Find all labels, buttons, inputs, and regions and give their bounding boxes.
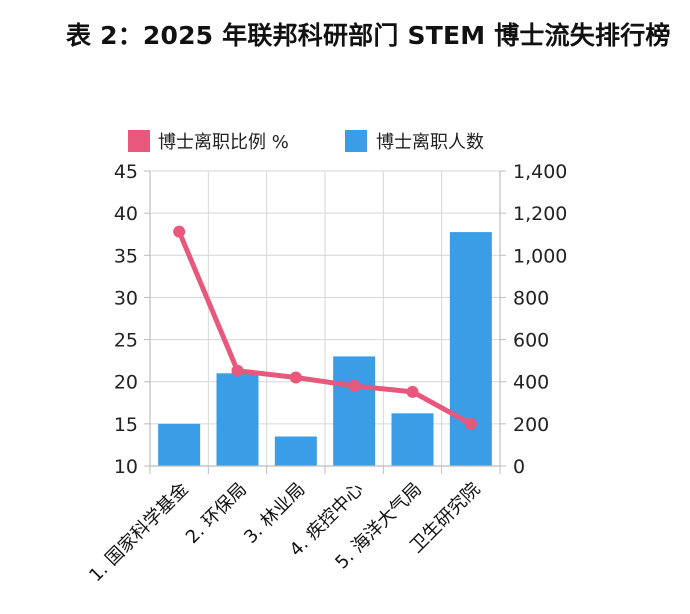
y-left-tick-label: 30	[114, 287, 138, 309]
y-right-tick-label: 400	[513, 372, 549, 394]
bar-5	[391, 413, 434, 466]
y-right-tick-label: 1,000	[513, 245, 567, 267]
bar-2	[216, 373, 259, 466]
legend-swatch-line	[128, 130, 150, 152]
bar-3	[274, 436, 317, 466]
y-left-tick-label: 20	[114, 372, 138, 394]
line-point-1	[173, 225, 186, 238]
legend-swatch-bar	[345, 130, 367, 152]
line-point-5	[406, 385, 419, 398]
y-right-tick-label: 1,400	[513, 161, 567, 183]
chart-title: 表 2：2025 年联邦科研部门 STEM 博士流失排行榜	[66, 21, 671, 50]
line-series	[176, 229, 474, 427]
bar-4	[333, 356, 376, 466]
y-left-tick-label: 35	[114, 245, 138, 267]
y-left-tick-label: 40	[114, 203, 138, 225]
y-right-tick-label: 600	[513, 330, 549, 352]
x-category-label: 1. 国家科学基金	[85, 479, 192, 586]
line-point-2	[231, 364, 244, 377]
bar-6	[449, 232, 492, 466]
legend-label-bar: 博士离职人数	[376, 132, 484, 153]
y-right-tick-label: 1,200	[513, 203, 567, 225]
y-right-tick-label: 800	[513, 287, 549, 309]
x-category-label: 2. 环保局	[182, 479, 251, 548]
y-left-tick-label: 25	[114, 330, 138, 352]
y-left-tick-label: 45	[114, 161, 138, 183]
y-left-tick-label: 10	[114, 456, 138, 478]
y-right-tick-label: 0	[513, 456, 525, 478]
y-left-tick-label: 15	[114, 414, 138, 436]
y-right-tick-label: 200	[513, 414, 549, 436]
line-point-6	[464, 417, 477, 430]
line-point-3	[289, 371, 302, 384]
line-point-4	[348, 379, 361, 392]
legend-label-line: 博士离职比例 %	[158, 132, 289, 153]
bar-1	[158, 423, 201, 466]
